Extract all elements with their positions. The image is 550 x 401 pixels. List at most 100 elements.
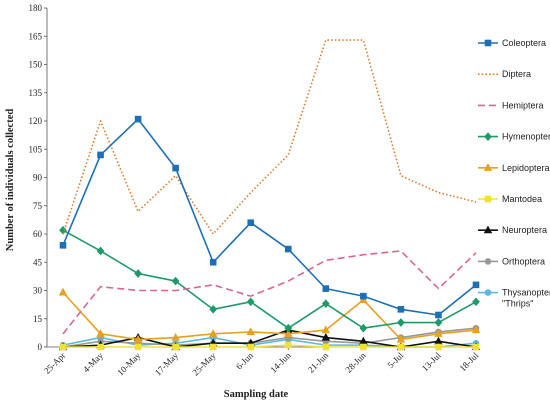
series-lepidoptera — [58, 287, 481, 343]
data-point — [209, 343, 217, 351]
y-tick-label: 60 — [33, 229, 43, 239]
data-point — [434, 329, 443, 337]
legend-label: Mantodea — [502, 194, 542, 204]
data-point — [134, 115, 142, 123]
y-tick-label: 0 — [38, 342, 43, 352]
legend-item-hymenoptera: Hymenoptera — [478, 132, 550, 142]
data-point — [397, 318, 405, 327]
legend-marker — [484, 289, 492, 296]
data-point — [435, 343, 442, 351]
x-tick-label: 18-Jul — [457, 350, 480, 373]
x-tick-label: 17-May — [153, 350, 181, 378]
x-tick-label: 4-May — [81, 350, 105, 374]
data-point — [96, 329, 105, 337]
series-coleoptera — [59, 115, 480, 319]
y-axis-label: Number of individuals collected — [5, 109, 16, 252]
data-point — [360, 292, 367, 300]
x-tick-label: 21-Jun — [306, 350, 331, 375]
data-point — [172, 164, 179, 172]
data-point — [134, 343, 142, 351]
series-hymenoptera — [59, 225, 480, 333]
data-point — [134, 269, 142, 278]
legend-marker — [484, 258, 492, 265]
data-point — [397, 343, 405, 351]
legend-label: Thysanoptera"Thrips" — [502, 288, 550, 309]
series-line-orthoptera — [62, 327, 477, 348]
data-point — [209, 258, 217, 266]
data-point — [246, 297, 255, 307]
data-point — [246, 327, 255, 336]
legend-marker — [484, 39, 492, 47]
x-tick-label: 13-Jul — [420, 350, 443, 373]
data-point — [322, 343, 330, 351]
data-point — [97, 151, 104, 159]
legend-item-neuroptera: Neuroptera — [478, 225, 547, 235]
y-tick-label: 105 — [29, 144, 43, 154]
data-point — [171, 332, 180, 341]
legend-item-orthoptera: Orthoptera — [478, 256, 545, 266]
legend-item-coleoptera: Coleoptera — [478, 38, 546, 48]
data-point — [472, 343, 480, 351]
data-point — [97, 343, 104, 351]
series-mantodea — [59, 341, 480, 351]
legend-item-lepidoptera: Lepidoptera — [478, 163, 550, 173]
data-point — [321, 325, 331, 334]
legend-marker — [484, 132, 492, 141]
y-tick-label: 150 — [29, 60, 43, 70]
y-tick-label: 180 — [29, 3, 43, 13]
data-point — [397, 306, 405, 313]
data-point — [472, 281, 480, 289]
data-point — [434, 336, 443, 345]
data-point — [435, 311, 442, 319]
data-point — [172, 343, 179, 351]
data-point — [133, 334, 143, 343]
y-tick-labels: 0 15 30 45 60 75 90 105 120 135 150 165 180 — [29, 3, 43, 352]
legend-item-thysanoptera-thrips: Thysanoptera"Thrips" — [478, 288, 550, 309]
x-tick-label: 5-Jul — [386, 350, 406, 370]
x-tick-labels: 25-Apr 4-May 10-May 17-May 25-May 6-Jun 14-Jun… — [42, 350, 481, 378]
y-tick-label: 90 — [33, 173, 43, 183]
legend-item-hemiptera: Hemiptera — [478, 100, 544, 110]
legend-marker — [484, 195, 492, 203]
legend-label: Lepidoptera — [502, 163, 550, 173]
data-point — [359, 323, 368, 333]
series-diptera — [62, 39, 477, 235]
legend-marker — [483, 163, 493, 171]
legend: Coleoptera Diptera Hemiptera Hymenoptera Lep… — [478, 38, 550, 309]
data-point — [284, 329, 293, 337]
x-tick-label: 14-Jun — [268, 350, 293, 375]
legend-item-diptera: Diptera — [478, 69, 531, 79]
y-tick-label: 165 — [29, 31, 43, 41]
series-line-coleoptera — [62, 118, 477, 316]
y-tick-label: 135 — [29, 88, 43, 98]
series-lines — [58, 39, 481, 351]
x-tick-label: 6-Jun — [234, 350, 256, 372]
data-point — [208, 329, 218, 337]
data-point — [284, 323, 293, 333]
x-tick-label: 28-Jun — [343, 350, 368, 375]
legend-label: Hymenoptera — [502, 132, 550, 142]
data-point — [96, 246, 105, 256]
x-axis-label: Sampling date — [224, 389, 289, 400]
data-point — [322, 285, 330, 292]
series-line-diptera — [62, 39, 477, 235]
y-tick-label: 120 — [29, 116, 43, 126]
legend-label: Neuroptera — [502, 225, 547, 235]
series-line-lepidoptera — [62, 291, 477, 341]
data-point — [284, 341, 292, 349]
legend-label: Diptera — [502, 69, 531, 79]
y-tick-label: 30 — [33, 286, 43, 296]
legend-label: Orthoptera — [502, 256, 545, 266]
y-tick-label: 15 — [33, 314, 43, 324]
series-line-hymenoptera — [62, 229, 477, 329]
data-point — [360, 343, 367, 351]
y-tick-label: 45 — [33, 257, 43, 267]
legend-label: Coleoptera — [502, 38, 546, 48]
y-tick-label: 75 — [33, 201, 43, 211]
data-point — [321, 332, 331, 341]
data-point — [59, 242, 67, 249]
series-hemiptera — [62, 250, 477, 335]
x-tick-label: 10-May — [115, 350, 143, 378]
legend-label: Hemiptera — [502, 100, 544, 110]
